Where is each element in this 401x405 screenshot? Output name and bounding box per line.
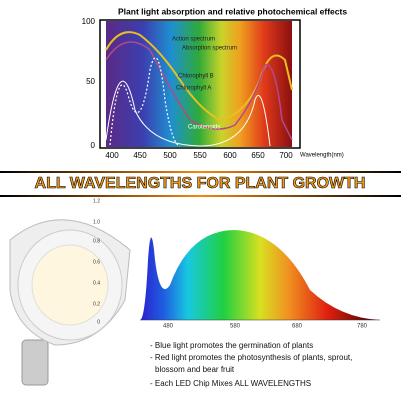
banner-line	[0, 171, 401, 173]
bullet: - Each LED Chip Mixes ALL WAVELENGTHS	[150, 379, 311, 388]
x-label: 500	[163, 151, 177, 160]
top-rainbow	[106, 21, 292, 147]
absorption-curve	[105, 41, 293, 141]
bullet: - Blue light promotes the germination of…	[150, 341, 313, 350]
chlorophyll-curve	[105, 80, 271, 147]
spectrum	[140, 230, 380, 320]
x-label: 550	[193, 151, 207, 160]
y-label: 50	[86, 77, 95, 86]
y-label: 0.6	[93, 259, 100, 265]
bullet: - Red light promotes the photosynthesis …	[150, 353, 352, 362]
curve-label: Chlorophyll A	[176, 86, 211, 92]
y-label: 100	[82, 17, 96, 26]
x-label: 480	[163, 324, 174, 330]
y-label: 1.2	[93, 198, 100, 204]
y-label: 0.2	[93, 301, 100, 307]
curve-label: Absorption spectrum	[182, 46, 237, 52]
bulb	[9, 219, 131, 386]
y-label: 1.0	[93, 219, 100, 225]
y-label: 0.4	[93, 280, 100, 286]
x-label: 580	[230, 324, 241, 330]
x-label: 680	[292, 324, 303, 330]
x-label: 400	[105, 151, 119, 160]
banner: ALL WAVELENGTHS FOR PLANT GROWTH	[35, 175, 366, 192]
x-label: 780	[357, 324, 368, 330]
y-label: 0	[91, 141, 96, 150]
x-unit: Wavelength(nm)	[300, 153, 344, 159]
x-label: 650	[251, 151, 265, 160]
y-label: 0	[97, 319, 100, 325]
x-label: 600	[223, 151, 237, 160]
bullet: blossom and bear fruit	[155, 365, 235, 374]
curve-label: Carotenoids	[188, 125, 220, 131]
curve-label: Action spectrum	[172, 37, 215, 43]
carotenoid-curve	[109, 57, 181, 147]
banner-line	[0, 195, 401, 197]
top-title: Plant light absorption and relative phot…	[118, 6, 347, 16]
x-label: 700	[279, 151, 293, 160]
curve-label: Chlorophyll B	[178, 74, 214, 80]
y-label: 0.8	[93, 238, 100, 244]
x-label: 450	[133, 151, 147, 160]
